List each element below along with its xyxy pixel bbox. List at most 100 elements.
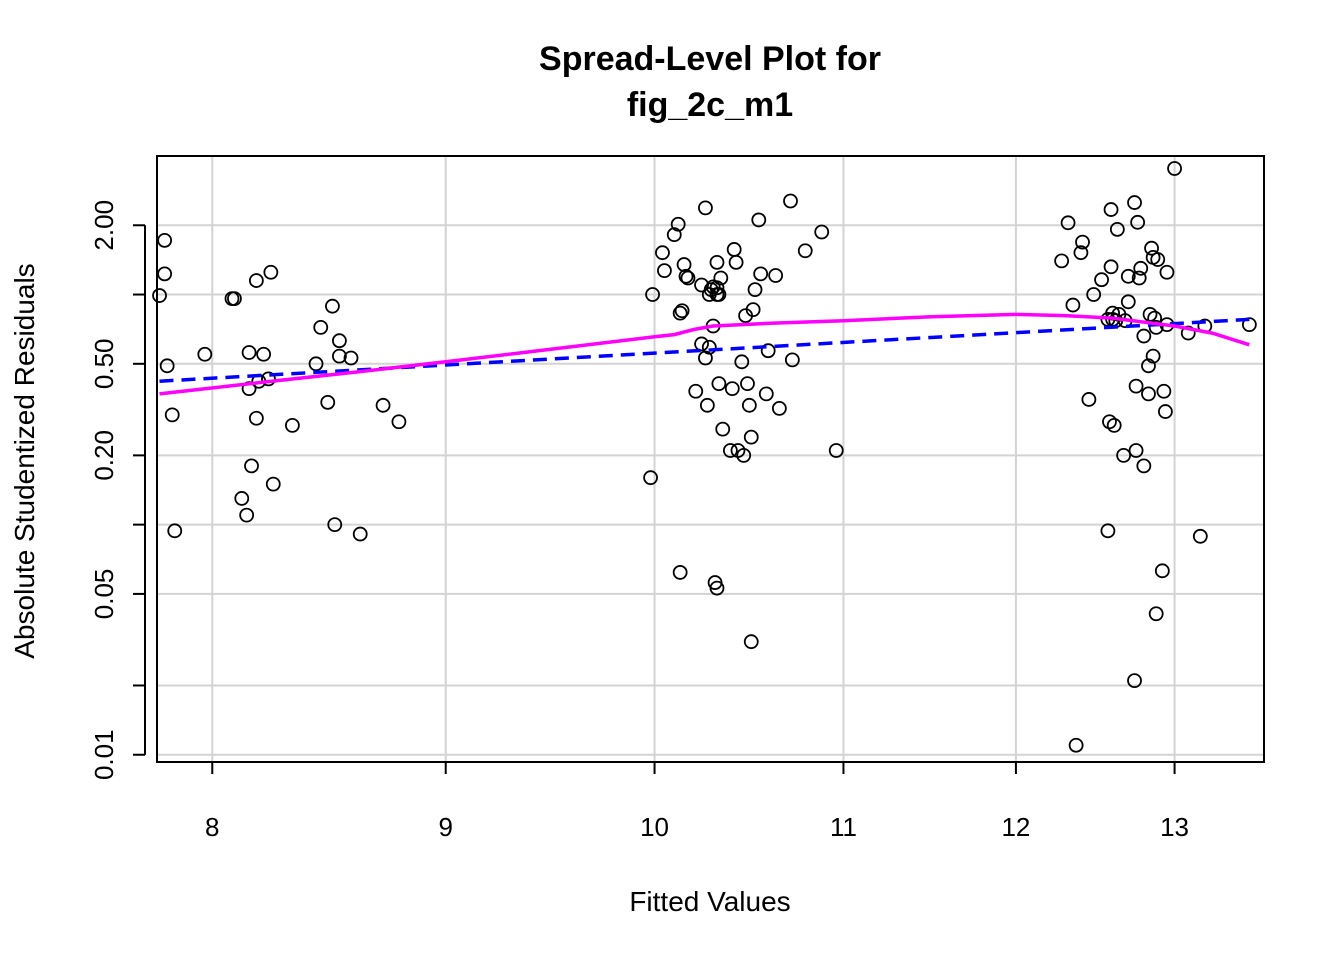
data-point: [1103, 259, 1119, 275]
data-point: [1192, 528, 1208, 544]
data-point: [1148, 606, 1164, 622]
data-point: [760, 343, 776, 359]
data-point: [157, 266, 173, 282]
data-point: [1128, 443, 1144, 458]
data-point: [1086, 287, 1102, 302]
data-point: [1102, 414, 1117, 430]
y-tick-label: 0.50: [89, 339, 119, 390]
x-tick-label: 11: [830, 812, 857, 842]
data-point: [1150, 252, 1166, 267]
data-point: [1145, 348, 1161, 364]
data-point: [758, 386, 774, 402]
x-tick-label: 12: [1001, 812, 1030, 842]
data-point: [1127, 673, 1142, 689]
data-point: [711, 376, 727, 392]
data-point: [1073, 245, 1089, 261]
data-point: [1128, 378, 1144, 394]
data-point: [701, 339, 717, 355]
data-point: [352, 526, 368, 542]
data-point: [1131, 270, 1147, 286]
data-point: [375, 397, 391, 413]
data-point: [1144, 240, 1159, 256]
data-point: [814, 224, 830, 240]
data-point: [643, 470, 658, 486]
data-point: [694, 336, 709, 352]
data-point: [164, 407, 180, 423]
data-point: [783, 193, 798, 209]
data-point: [1065, 297, 1081, 313]
data-point: [1130, 214, 1146, 230]
data-point: [1120, 294, 1136, 310]
data-point: [1159, 264, 1175, 280]
data-point: [1100, 523, 1116, 539]
y-tick-label: 0.20: [89, 430, 119, 481]
data-point: [308, 356, 324, 372]
data-point: [167, 523, 183, 539]
data-point: [244, 458, 259, 474]
y-tick-label: 0.05: [89, 569, 119, 620]
data-point: [678, 268, 694, 284]
data-point: [751, 212, 767, 228]
smooth-line: [159, 312, 1250, 396]
data-point: [709, 280, 725, 296]
data-point: [327, 517, 343, 533]
data-point: [241, 345, 257, 360]
data-point: [672, 565, 688, 580]
data-point: [263, 264, 279, 280]
fit-line: [159, 317, 1250, 383]
data-point: [709, 254, 725, 270]
y-axis-label: Absolute Studentized Residuals: [9, 263, 40, 658]
data-point: [1136, 328, 1152, 344]
data-point: [1127, 195, 1142, 210]
data-point: [1106, 417, 1122, 433]
data-point: [1109, 221, 1125, 237]
data-point: [724, 381, 740, 397]
data-point: [1148, 319, 1164, 335]
data-point: [670, 216, 686, 232]
data-point: [1154, 563, 1170, 579]
data-point: [332, 348, 347, 364]
data-point: [709, 580, 725, 596]
data-point: [747, 282, 763, 298]
data-point: [680, 270, 696, 286]
x-axis: 8 9 10 11 12 13: [205, 762, 1189, 842]
data-point: [1054, 253, 1070, 269]
data-point: [320, 394, 336, 410]
data-point: [797, 243, 813, 259]
data-point: [768, 268, 784, 283]
data-point: [332, 333, 347, 349]
data-point: [674, 303, 690, 319]
data-point: [1180, 325, 1196, 341]
data-point: [325, 298, 340, 314]
data-point: [745, 302, 761, 318]
data-point: [753, 266, 769, 282]
y-tick-label: 0.01: [89, 729, 119, 780]
data-point: [256, 346, 272, 362]
data-point: [313, 319, 329, 335]
data-point: [722, 443, 738, 458]
data-point: [1075, 234, 1090, 250]
data-point: [1136, 458, 1152, 474]
data-point: [688, 383, 704, 399]
data-point: [715, 421, 731, 437]
data-point: [1120, 268, 1136, 284]
data-point: [1142, 306, 1158, 322]
data-point: [672, 305, 688, 321]
data-point: [197, 346, 213, 362]
chart-title-line-2: fig_2c_m1: [627, 86, 793, 124]
data-point: [1068, 737, 1084, 753]
y-tick-label: 2.00: [89, 200, 119, 251]
data-point: [699, 397, 715, 413]
data-point: [1241, 317, 1257, 333]
data-point: [713, 270, 729, 286]
data-point: [265, 476, 281, 492]
data-point: [784, 352, 800, 368]
data-point: [711, 287, 727, 302]
data-point: [740, 376, 755, 392]
x-tick-label: 10: [640, 812, 669, 842]
data-point: [343, 350, 359, 366]
data-point: [1158, 404, 1173, 419]
data-point: [248, 273, 264, 288]
data-point: [728, 254, 744, 270]
